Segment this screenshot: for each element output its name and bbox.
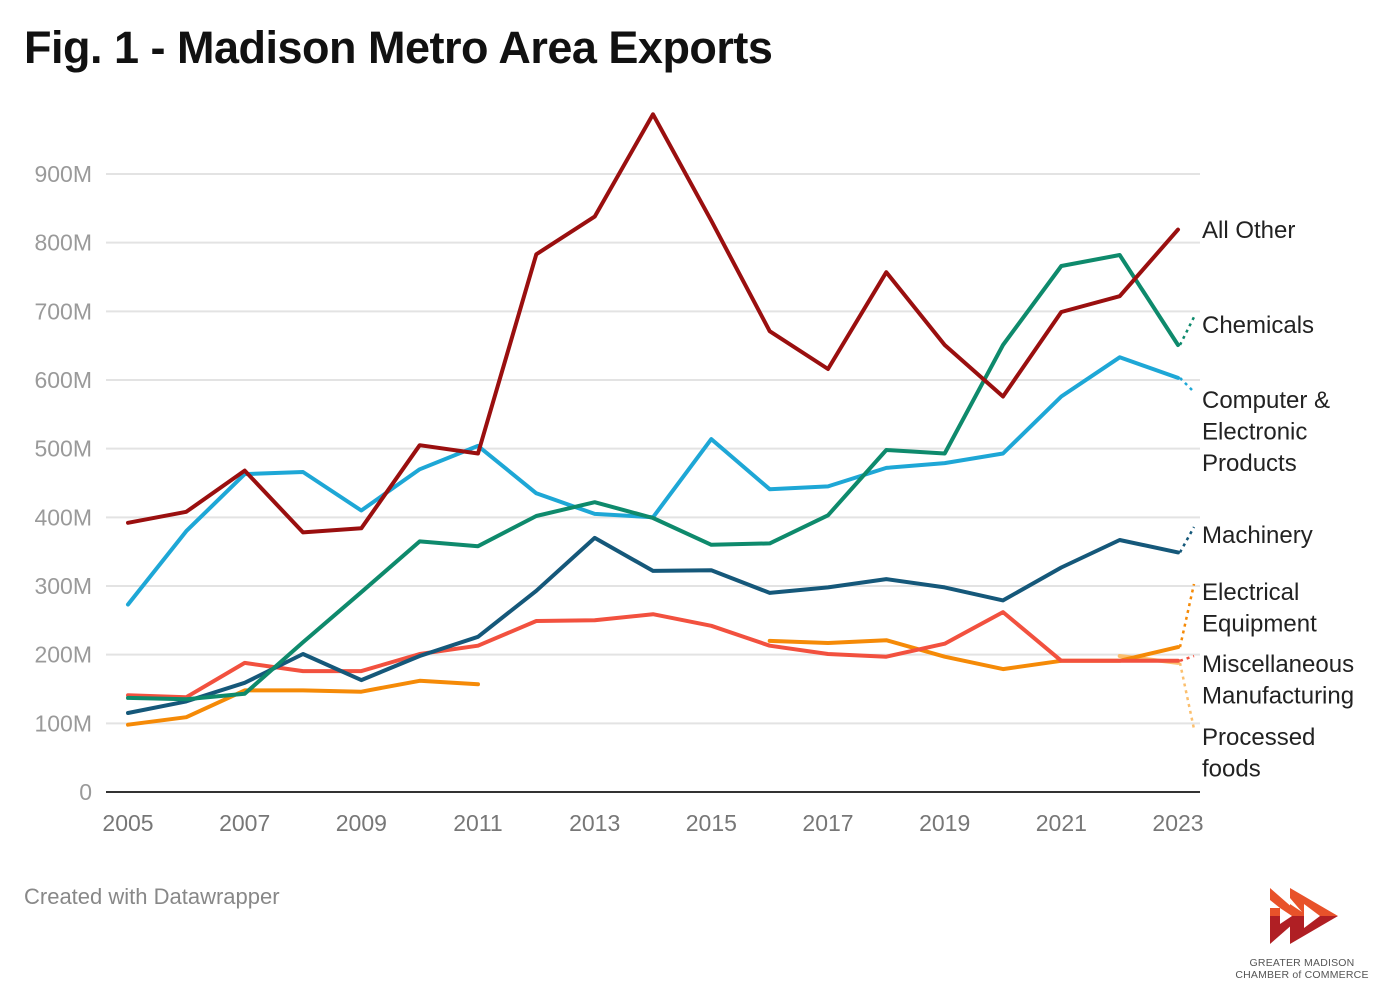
label-connectors: [1178, 316, 1196, 730]
y-tick-label: 300M: [34, 573, 92, 599]
label-connector: [1178, 583, 1196, 648]
logo-arrows-icon: [1270, 888, 1338, 944]
y-tick-label: 900M: [34, 161, 92, 187]
label-connector: [1178, 316, 1196, 346]
series-label-computer-electronic-products: Computer & Electronic Products: [1202, 387, 1330, 477]
series-label-chemicals: Chemicals: [1202, 312, 1314, 339]
footer-credit: Created with Datawrapper: [24, 884, 280, 909]
logo-text-line2: CHAMBER of COMMERCE: [1235, 969, 1369, 981]
x-tick-label: 2015: [686, 810, 737, 836]
series-line-miscellaneous-manufacturing: [126, 610, 1180, 700]
y-tick-label: 400M: [34, 504, 92, 530]
series-line-computer-electronic-products: [126, 355, 1180, 607]
logo-text-line1: GREATER MADISON: [1249, 957, 1355, 969]
x-tick-label: 2013: [569, 810, 620, 836]
x-tick-label: 2017: [802, 810, 853, 836]
x-tick-label: 2021: [1036, 810, 1087, 836]
label-connector: [1178, 662, 1196, 730]
y-tick-label: 700M: [34, 298, 92, 324]
series-label-processed-foods: Processed foods: [1202, 724, 1315, 783]
y-tick-label: 800M: [34, 230, 92, 256]
label-connector: [1179, 654, 1195, 663]
x-axis-ticks: 2005 2007 2009 2011 2013 2015 2017 2019 2021 2023: [102, 810, 1203, 836]
y-axis-ticks: 0 100M 200M 300M 400M 500M 600M 700M 800M 900M: [34, 161, 92, 805]
series-line-chemicals: [126, 253, 1180, 702]
series-line-all-other: [126, 112, 1180, 535]
series-label-line: Manufacturing: [1202, 683, 1354, 710]
series-label-all-other: All Other: [1202, 217, 1295, 244]
x-tick-label: 2007: [219, 810, 270, 836]
chart-title: Fig. 1 - Madison Metro Area Exports: [24, 22, 773, 73]
y-tick-label: 500M: [34, 436, 92, 462]
series-label-line: foods: [1202, 756, 1261, 783]
x-tick-label: 2009: [336, 810, 387, 836]
series-label-line: Machinery: [1202, 522, 1313, 549]
label-connector: [1178, 526, 1196, 553]
series-line-machinery: [126, 535, 1180, 715]
series-label-line: Miscellaneous: [1202, 651, 1354, 678]
series-lines: [126, 112, 1180, 727]
label-connector: [1179, 377, 1195, 393]
series-label-miscellaneous-manufacturing: Miscellaneous Manufacturing: [1202, 651, 1354, 710]
y-tick-label: 200M: [34, 642, 92, 668]
x-tick-label: 2019: [919, 810, 970, 836]
series-label-line: Processed: [1202, 724, 1315, 751]
series-label-machinery: Machinery: [1202, 522, 1313, 549]
series-label-line: Products: [1202, 450, 1297, 477]
series-line-electrical-equipment: [126, 678, 480, 727]
x-tick-label: 2023: [1152, 810, 1203, 836]
chamber-logo: GREATER MADISON CHAMBER of COMMERCE: [1232, 884, 1372, 984]
y-tick-label: 600M: [34, 367, 92, 393]
series-label-line: Electrical: [1202, 579, 1299, 606]
series-label-line: All Other: [1202, 217, 1295, 244]
series-label-line: Equipment: [1202, 611, 1317, 638]
series-labels: All Other Chemicals Computer & Electronic Pr…: [1202, 217, 1354, 783]
x-tick-label: 2011: [453, 810, 502, 836]
series-label-electrical-equipment: Electrical Equipment: [1202, 579, 1317, 638]
y-tick-label: 100M: [34, 710, 92, 736]
series-label-line: Computer &: [1202, 387, 1330, 414]
y-tick-label: 0: [79, 779, 92, 805]
series-label-line: Chemicals: [1202, 312, 1314, 339]
x-tick-label: 2005: [102, 810, 153, 836]
series-label-line: Electronic: [1202, 419, 1307, 446]
